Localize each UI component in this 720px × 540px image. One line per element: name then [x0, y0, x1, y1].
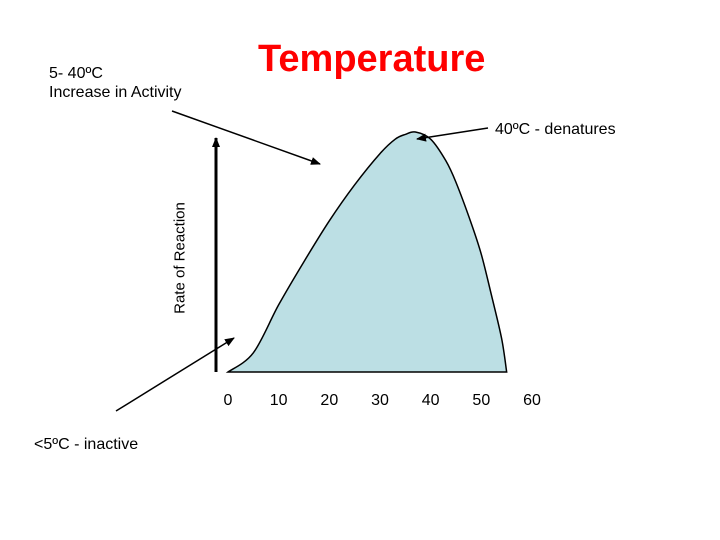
arrow-inactive	[115, 337, 235, 412]
annotation-increase-activity: 5- 40ºC Increase in Activity	[49, 64, 182, 102]
x-tick-label-10: 10	[270, 392, 288, 409]
x-tick-label-0: 0	[224, 392, 233, 409]
arrow-increase-activity	[171, 110, 321, 165]
x-tick-label-20: 20	[320, 392, 338, 409]
rate-curve-area	[225, 131, 508, 373]
annotation-increase-activity-line1: 5- 40ºC	[49, 65, 103, 82]
annotation-increase-activity-line2: Increase in Activity	[49, 84, 182, 101]
x-axis-ticks: 0 10 20 30 40 50 60	[224, 392, 541, 409]
x-tick-label-40: 40	[422, 392, 440, 409]
x-tick-label-30: 30	[371, 392, 389, 409]
annotation-inactive: <5ºC - inactive	[34, 436, 139, 453]
annotation-denatures: 40ºC - denatures	[495, 121, 616, 138]
x-tick-label-50: 50	[472, 392, 490, 409]
chart-title: Temperature	[258, 38, 486, 80]
x-tick-label-60: 60	[523, 392, 541, 409]
arrow-denatures	[416, 127, 489, 142]
